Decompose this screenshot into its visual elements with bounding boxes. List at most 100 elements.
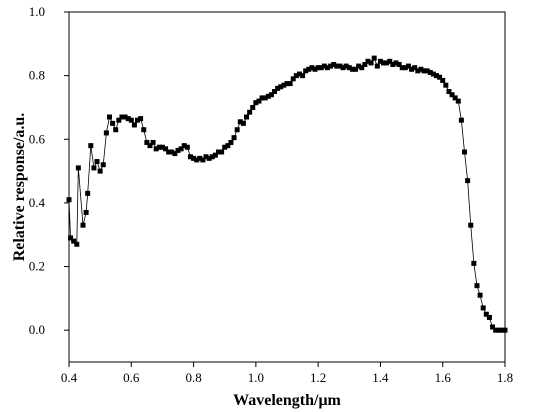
data-point bbox=[496, 327, 502, 333]
data-point bbox=[331, 62, 337, 67]
data-point bbox=[490, 324, 496, 330]
data-point bbox=[281, 82, 287, 88]
data-point bbox=[486, 314, 492, 320]
data-point bbox=[184, 144, 190, 150]
data-point bbox=[150, 139, 156, 145]
data-point bbox=[247, 109, 253, 115]
data-point bbox=[119, 114, 125, 120]
data-point bbox=[147, 143, 153, 149]
data-point bbox=[138, 116, 144, 122]
data-point bbox=[275, 85, 281, 91]
data-point bbox=[200, 157, 206, 163]
data-point bbox=[474, 283, 480, 289]
data-point bbox=[113, 127, 119, 133]
data-point bbox=[340, 65, 346, 71]
y-tick-label: 0.2 bbox=[29, 259, 45, 274]
data-point bbox=[206, 155, 212, 161]
data-point bbox=[71, 238, 77, 244]
data-point bbox=[412, 65, 418, 71]
data-point bbox=[106, 114, 112, 120]
y-tick-label: 0.0 bbox=[29, 322, 45, 337]
data-point bbox=[175, 147, 181, 153]
y-tick-label: 0.4 bbox=[29, 195, 46, 210]
data-point bbox=[365, 58, 371, 64]
data-point bbox=[91, 165, 97, 171]
data-point bbox=[68, 235, 74, 241]
data-point bbox=[141, 127, 147, 133]
data-point bbox=[284, 81, 290, 87]
data-point bbox=[153, 146, 159, 152]
data-point bbox=[181, 143, 187, 149]
data-point bbox=[131, 122, 137, 128]
data-point bbox=[85, 190, 91, 196]
x-tick-label: 1.2 bbox=[310, 370, 326, 385]
data-point bbox=[197, 155, 203, 161]
data-point bbox=[452, 95, 458, 101]
data-point bbox=[390, 62, 396, 67]
data-point bbox=[272, 89, 278, 95]
data-point bbox=[187, 154, 193, 160]
data-point bbox=[219, 149, 225, 155]
data-point bbox=[256, 98, 262, 104]
data-point bbox=[135, 117, 141, 123]
data-point bbox=[290, 76, 296, 82]
data-point bbox=[100, 162, 106, 168]
data-point bbox=[300, 73, 306, 79]
data-point bbox=[172, 151, 178, 157]
data-point bbox=[203, 154, 209, 160]
data-point bbox=[424, 68, 430, 74]
data-point bbox=[166, 149, 172, 155]
data-point bbox=[231, 135, 237, 141]
data-point bbox=[237, 119, 243, 125]
data-point bbox=[253, 100, 259, 106]
y-tick-label: 0.8 bbox=[29, 68, 45, 83]
data-point bbox=[228, 139, 234, 145]
data-point bbox=[455, 98, 461, 104]
data-point bbox=[125, 116, 131, 122]
data-point bbox=[368, 60, 374, 66]
data-point bbox=[306, 66, 312, 72]
x-tick-label: 0.4 bbox=[61, 370, 78, 385]
data-point bbox=[128, 117, 134, 123]
data-point bbox=[178, 146, 184, 152]
plot-frame bbox=[68, 11, 506, 363]
data-point bbox=[83, 209, 89, 215]
data-point bbox=[244, 114, 250, 120]
data-point bbox=[110, 120, 116, 126]
data-point bbox=[346, 65, 352, 71]
data-point bbox=[415, 68, 421, 74]
data-point bbox=[169, 149, 175, 155]
data-point bbox=[334, 63, 340, 69]
data-point bbox=[387, 58, 393, 64]
data-point bbox=[122, 114, 128, 120]
data-point bbox=[268, 92, 274, 98]
data-point bbox=[259, 95, 265, 101]
data-point bbox=[278, 84, 284, 90]
data-line bbox=[68, 57, 505, 331]
data-point bbox=[502, 327, 508, 333]
data-point bbox=[328, 63, 334, 69]
data-point bbox=[287, 81, 293, 87]
data-point bbox=[381, 60, 387, 66]
data-point bbox=[349, 66, 355, 72]
data-point bbox=[94, 159, 100, 165]
data-point bbox=[163, 146, 169, 152]
data-point bbox=[262, 95, 268, 101]
data-point bbox=[418, 66, 424, 72]
data-point bbox=[440, 77, 446, 83]
data-point bbox=[116, 117, 122, 123]
data-point bbox=[215, 149, 221, 155]
data-point bbox=[321, 63, 327, 69]
data-point bbox=[212, 152, 218, 158]
data-point bbox=[194, 157, 200, 163]
data-point bbox=[393, 60, 399, 66]
data-point bbox=[234, 127, 240, 133]
data-point bbox=[409, 66, 415, 72]
data-point bbox=[449, 92, 455, 98]
data-point bbox=[377, 58, 383, 64]
data-point bbox=[353, 66, 359, 72]
data-point bbox=[209, 154, 215, 160]
data-point bbox=[462, 149, 468, 155]
data-point bbox=[384, 60, 390, 66]
